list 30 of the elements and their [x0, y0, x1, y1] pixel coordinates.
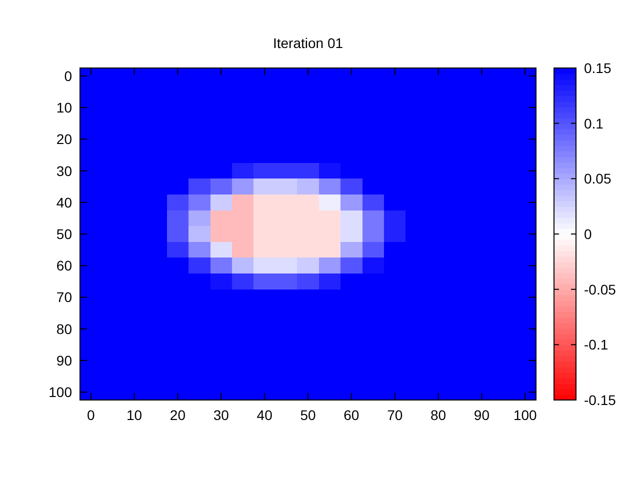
color-bar-label: 0.1 [584, 115, 604, 132]
y-tick-label: 40 [56, 194, 72, 210]
x-tick-label: 0 [86, 407, 95, 423]
color-bar-label: 0.15 [584, 60, 612, 76]
y-tick-label: 0 [64, 68, 72, 84]
x-tick-label: 70 [387, 407, 403, 423]
y-tick-label: 20 [56, 131, 72, 148]
y-tick-label: 70 [56, 289, 72, 306]
x-tick-label: 60 [344, 407, 360, 423]
x-tick-label: 10 [126, 407, 142, 423]
chart-title: Iteration 01 [272, 35, 344, 51]
color-bar-label: -0.1 [584, 336, 608, 353]
x-tick-label: 30 [213, 407, 230, 423]
color-bar-label: -0.15 [584, 392, 616, 408]
color-bar-label: 0.05 [584, 170, 612, 187]
color-bar-label: 0 [584, 226, 592, 242]
x-tick-label: 90 [474, 407, 490, 423]
color-bar-label: -0.05 [584, 281, 616, 298]
y-tick-label: 50 [56, 226, 72, 242]
x-tick-label: 50 [300, 407, 316, 423]
y-tick-label: 30 [56, 162, 72, 179]
x-tick-label: 100 [513, 407, 538, 423]
y-tick-label: 10 [56, 100, 72, 116]
x-tick-label: 80 [430, 407, 446, 423]
y-tick-label: 60 [56, 258, 72, 274]
y-tick-label: 80 [56, 320, 72, 337]
x-tick-label: 20 [170, 407, 186, 423]
x-tick-label: 40 [256, 407, 273, 423]
y-tick-label: 90 [56, 352, 72, 368]
y-tick-label: 100 [48, 384, 72, 400]
